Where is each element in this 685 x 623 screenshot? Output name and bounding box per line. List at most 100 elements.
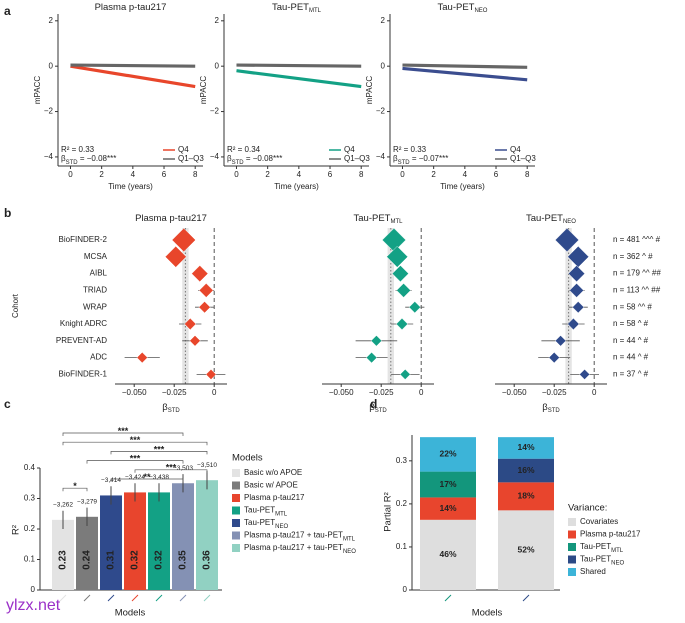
x-tick-label: 4 <box>297 170 302 179</box>
significance-bracket <box>110 478 184 482</box>
cohort-label: TRIAD <box>83 286 107 295</box>
legend-label: Plasma p-tau217 <box>580 530 641 539</box>
y-tick-label: 0.4 <box>24 463 36 472</box>
bar <box>124 492 146 590</box>
annotation-r2: R² = 0.34 <box>227 145 261 154</box>
legend-label-main: Plasma p-tau217 + tau-PET <box>244 543 343 552</box>
legend-label: Plasma p-tau217 + tau-PETMTL <box>244 531 356 542</box>
estimate-diamond <box>399 369 411 380</box>
x-tick-label: 2 <box>431 170 436 179</box>
beta-symbol: β <box>61 154 66 163</box>
bar <box>76 516 98 590</box>
x-tick-label: 2 <box>265 170 270 179</box>
legend-label-sub: MTL <box>343 536 356 542</box>
x-tick-label: 8 <box>525 170 530 179</box>
estimate-diamond <box>548 352 560 364</box>
x-tick-marker <box>155 594 163 602</box>
legend-label-main: Tau-PET <box>580 555 611 564</box>
value-label: 0.32 <box>130 550 141 570</box>
cohort-label: ADC <box>90 353 107 362</box>
segment-label: 46% <box>439 549 456 559</box>
x-tick-marker <box>444 594 452 602</box>
n-label: n = 362 ^ # <box>613 252 653 261</box>
estimate-diamond <box>396 283 411 298</box>
legend-swatch <box>232 469 240 477</box>
x-tick-label: 4 <box>463 170 468 179</box>
y-axis-label: Partial R² <box>383 492 394 532</box>
x-tick-label: 6 <box>162 170 167 179</box>
beta-symbol: β <box>227 154 232 163</box>
n-label: n = 44 ^ # <box>613 336 649 345</box>
panel-letter: c <box>4 397 11 411</box>
chart-title-main: Tau-PET <box>438 2 475 13</box>
y-tick-label: 2 <box>381 16 386 25</box>
x-tick-marker <box>203 594 211 602</box>
legend-label: Covariates <box>580 517 618 526</box>
x-tick-label: 0 <box>592 388 597 397</box>
segment-label: 16% <box>517 465 534 475</box>
x-tick-label: −0.025 <box>542 388 567 397</box>
x-tick-label: 0 <box>234 170 239 179</box>
estimate-diamond <box>136 352 148 364</box>
panel-letter: d <box>370 397 377 411</box>
x-axis-label: Models <box>115 608 146 619</box>
cohort-label: BioFINDER-2 <box>59 235 108 244</box>
y-axis-label: R² <box>11 525 22 535</box>
legend-label-sub: NEO <box>611 560 624 566</box>
x-tick-marker <box>83 594 91 602</box>
legend-swatch <box>232 544 240 552</box>
y-tick-label: 0.3 <box>396 456 408 465</box>
y-axis-label: Cohort <box>11 293 20 318</box>
legend-label-sub: MTL <box>611 548 624 554</box>
legend-swatch <box>232 519 240 527</box>
y-axis-label: mPACC <box>199 76 208 105</box>
legend-swatch <box>232 531 240 540</box>
regression-line <box>402 66 528 82</box>
bar <box>52 519 74 590</box>
legend-label-main: Shared <box>580 567 606 576</box>
regression-line <box>70 64 196 89</box>
significance-bracket <box>110 451 208 455</box>
x-axis-label-sub: STD <box>168 408 181 414</box>
bar-segment <box>420 437 476 472</box>
significance-label: *** <box>118 426 129 436</box>
aic-label: −3,503 <box>173 465 193 472</box>
estimate-diamond <box>205 369 217 380</box>
value-label: 0.35 <box>178 550 189 570</box>
y-tick-label: −2 <box>44 107 54 116</box>
estimate-diamond <box>408 301 421 314</box>
segment-label: 14% <box>517 442 534 452</box>
segment-label: 14% <box>439 503 456 513</box>
legend-swatch <box>232 481 240 490</box>
y-tick-label: 0 <box>49 61 54 70</box>
legend-label-main: Covariates <box>580 517 618 526</box>
legend-swatch <box>568 530 576 539</box>
beta-sub: STD <box>232 160 245 166</box>
estimate-diamond <box>568 265 586 283</box>
legend-label-sub: NEO <box>343 549 356 555</box>
significance-bracket <box>62 441 208 446</box>
legend-label-main: Tau-PET <box>580 542 611 551</box>
bar-segment <box>498 510 554 590</box>
legend-label-main: Plasma p-tau217 <box>580 530 641 539</box>
chart-title-main: Plasma p-tau217 <box>135 213 207 224</box>
beta-text: = −0.08*** <box>244 154 283 163</box>
legend-swatch <box>568 518 576 526</box>
y-tick-label: 0.1 <box>396 542 408 551</box>
x-tick-label: 8 <box>193 170 198 179</box>
chart-title-main: Tau-PET <box>354 213 391 224</box>
aic-label: −3,262 <box>53 501 73 508</box>
aic-label: −3,424 <box>125 474 145 481</box>
x-tick-label: 0 <box>68 170 73 179</box>
chart-title: Plasma p-tau217 <box>95 2 167 13</box>
estimate-diamond <box>579 369 590 380</box>
significance-label: *** <box>130 435 141 445</box>
legend-label: Shared <box>580 567 606 576</box>
x-tick-label: 4 <box>131 170 136 179</box>
legend-label: Plasma p-tau217 + tau-PETNEO <box>244 543 356 554</box>
estimate-diamond <box>569 283 584 298</box>
regression-line <box>70 63 196 68</box>
estimate-diamond <box>386 246 408 268</box>
chart-title: Tau-PETNEO <box>438 2 488 14</box>
x-axis-label: βSTD <box>542 402 560 414</box>
